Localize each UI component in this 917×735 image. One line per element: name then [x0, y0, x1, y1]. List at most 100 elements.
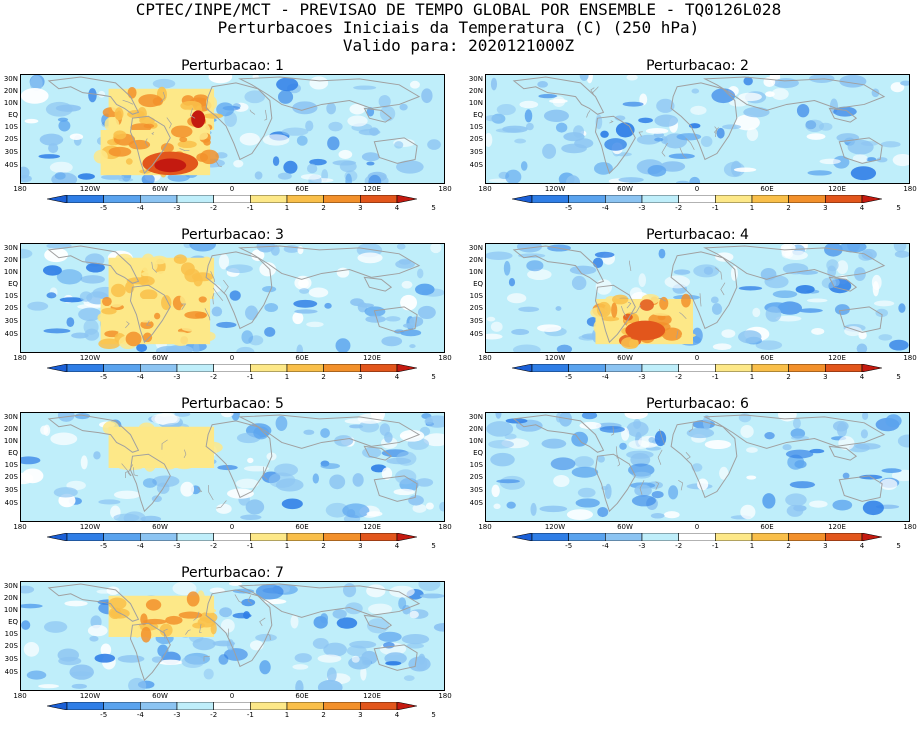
panel-perturbacao-1: Perturbacao: 1 30N 20N 10N EQ 10S 20S 30S 40S 180…	[0, 58, 460, 228]
country-border	[626, 301, 632, 309]
perturbation-blob	[251, 249, 265, 262]
perturbation-blob	[29, 75, 43, 92]
colorbar-segment	[751, 195, 789, 203]
lon-tick-label: 180	[13, 354, 27, 362]
colorbar-tick-label: -2	[675, 204, 683, 212]
perturbation-blob	[98, 90, 106, 98]
perturbation-blob	[293, 299, 318, 308]
warm-blob	[156, 447, 178, 457]
perturbation-blob	[362, 447, 382, 459]
colorbar-tick-label: 4	[859, 204, 865, 212]
lat-tick-label: 10S	[4, 123, 18, 131]
perturbation-blob	[323, 642, 347, 657]
perturbation-blob	[645, 128, 669, 134]
colorbar-segment	[103, 195, 141, 203]
colorbar	[47, 195, 417, 203]
perturbation-blob	[559, 413, 572, 427]
perturbation-blob	[418, 582, 441, 592]
perturbation-blob	[833, 155, 850, 169]
perturbation-blob	[790, 435, 810, 441]
perturbation-blob	[243, 465, 270, 472]
perturbation-blob	[740, 504, 756, 520]
perturbation-blob	[270, 244, 280, 256]
perturbation-blob	[38, 154, 61, 159]
colorbar-tick-label: 1	[284, 542, 290, 550]
colorbar-segment	[140, 195, 178, 203]
warm-blob	[93, 149, 108, 164]
warm-blob	[108, 607, 122, 620]
perturbation-blob	[228, 582, 243, 586]
coastline	[512, 414, 605, 453]
colorbar-segment	[568, 364, 606, 372]
colorbar-tick-label: 3	[823, 204, 828, 212]
temperature-map	[20, 74, 445, 184]
warm-blob	[639, 299, 654, 311]
perturbation-blob	[691, 463, 703, 472]
country-border	[199, 623, 202, 633]
colorbar-segment	[641, 533, 679, 541]
perturbation-blob	[595, 279, 613, 295]
perturbation-blob	[573, 125, 585, 138]
perturbation-blob	[654, 137, 664, 142]
lat-tick-label: EQ	[473, 280, 483, 288]
colorbar-tick-label: -1	[711, 373, 719, 381]
perturbation-blob	[876, 157, 888, 163]
country-border	[133, 467, 139, 477]
panel-perturbacao-5: Perturbacao: 5 30N 20N 10N EQ 10S 20S 30S 40S 180…	[0, 396, 460, 566]
perturbation-blob	[897, 434, 909, 448]
lon-tick-label: 180	[903, 354, 917, 362]
colorbar-tick-label: -4	[601, 542, 609, 550]
perturbation-blob	[550, 457, 576, 471]
perturbation-blob	[249, 640, 264, 651]
perturbation-blob	[366, 618, 390, 634]
perturbation-blob	[56, 269, 83, 285]
lat-tick-label: 10S	[469, 123, 483, 131]
perturbation-blob	[306, 321, 324, 328]
perturbation-blob	[763, 76, 776, 87]
perturbation-blob	[57, 413, 75, 422]
coastline	[838, 137, 883, 164]
warm-blob	[113, 130, 127, 140]
perturbation-blob	[329, 474, 346, 490]
country-border	[699, 293, 702, 307]
warm-blob	[126, 431, 146, 437]
perturbation-blob	[325, 502, 350, 518]
perturbation-blob	[503, 260, 511, 276]
perturbation-blob	[806, 133, 826, 140]
perturbation-blob	[593, 162, 613, 175]
perturbation-blob	[245, 305, 258, 321]
perturbation-blob	[599, 426, 625, 433]
country-border	[216, 500, 227, 509]
perturbation-blob	[746, 447, 758, 453]
perturbation-blob	[892, 153, 909, 167]
coastline	[670, 251, 738, 330]
country-border	[262, 466, 268, 481]
colorbar-segment	[715, 195, 753, 203]
colorbar-segment	[360, 195, 398, 203]
perturbation-blob	[136, 343, 148, 352]
warm-blob	[159, 455, 179, 470]
colorbar-segment	[323, 702, 361, 710]
perturbation-blob	[873, 300, 895, 307]
panel-title: Perturbacao: 5	[181, 396, 284, 412]
perturbation-blob	[21, 248, 33, 259]
temperature-map	[20, 243, 445, 353]
perturbation-blob	[241, 330, 254, 344]
perturbation-blob	[308, 287, 329, 298]
perturbation-blob	[795, 284, 815, 294]
perturbation-blob	[566, 509, 593, 521]
perturbation-blob	[38, 684, 60, 689]
panel-perturbacao-3: Perturbacao: 3 30N 20N 10N EQ 10S 20S 30S 40S 180…	[0, 227, 460, 397]
lat-tick-label: 20N	[3, 256, 18, 264]
perturbation-blob	[113, 490, 141, 500]
perturbation-blob	[556, 344, 573, 352]
country-border	[179, 148, 190, 152]
perturbation-blob	[505, 169, 522, 183]
colorbar-segment	[140, 364, 178, 372]
temperature-map	[485, 243, 910, 353]
perturbation-blob	[789, 481, 816, 489]
lat-tick-label: 30S	[469, 148, 483, 156]
perturbation-blob	[729, 98, 749, 107]
colorbar-left-arrow	[47, 533, 68, 541]
warm-blob	[190, 432, 209, 446]
